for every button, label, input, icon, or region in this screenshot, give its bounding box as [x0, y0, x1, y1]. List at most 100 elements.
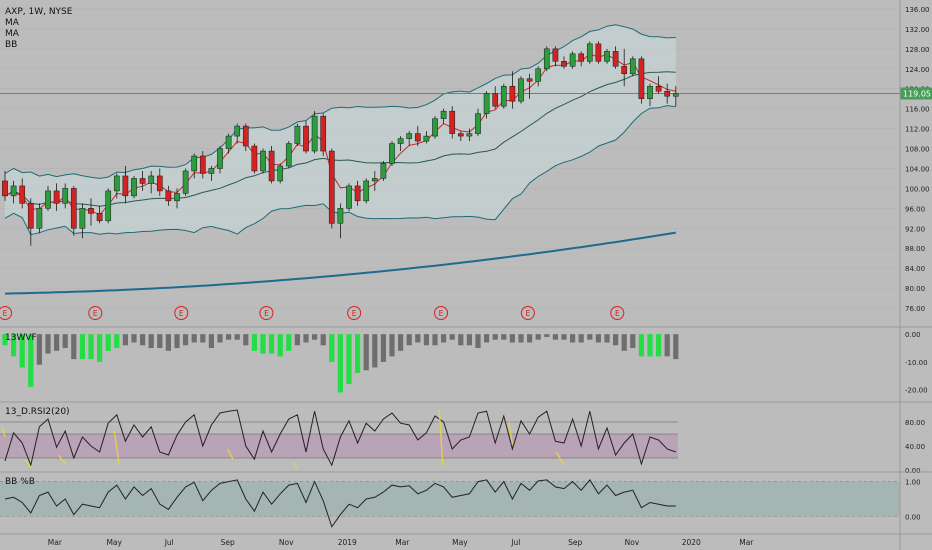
candle[interactable] [647, 83, 653, 107]
indicator-ma-label[interactable]: MA [5, 18, 20, 28]
candle[interactable] [225, 133, 232, 154]
candle[interactable] [242, 123, 249, 152]
indicator-ma-label[interactable]: MA [5, 29, 20, 39]
candle[interactable] [234, 123, 241, 144]
earnings-marker[interactable]: E [610, 306, 625, 320]
candle[interactable] [621, 48, 628, 87]
earnings-marker[interactable]: E [88, 306, 103, 320]
rsi-label[interactable]: 13_D.RSI2(20) [5, 407, 70, 417]
candle[interactable] [311, 111, 318, 154]
earnings-marker[interactable]: E [259, 306, 274, 320]
candle[interactable] [19, 178, 26, 209]
candle[interactable] [182, 168, 189, 196]
candle[interactable] [268, 146, 275, 184]
candle[interactable] [165, 185, 172, 206]
candle[interactable] [174, 188, 180, 209]
candle[interactable] [552, 46, 559, 67]
candle[interactable] [320, 113, 327, 157]
candle[interactable] [199, 151, 206, 179]
candle[interactable] [483, 91, 490, 119]
candle[interactable] [475, 108, 481, 137]
candle[interactable] [406, 131, 413, 147]
candle[interactable] [449, 106, 456, 139]
candle[interactable] [363, 178, 370, 204]
candle[interactable] [191, 153, 198, 179]
candle[interactable] [629, 56, 636, 77]
candles[interactable] [2, 41, 679, 246]
candle[interactable] [10, 180, 17, 204]
earnings-marker[interactable]: E [174, 306, 189, 320]
candle[interactable] [595, 41, 602, 64]
candle[interactable] [36, 203, 43, 234]
candle[interactable] [260, 148, 266, 174]
candle[interactable] [113, 173, 120, 199]
candle[interactable] [414, 126, 421, 147]
bbpct-axis[interactable]: 1.00 0.00 [905, 479, 921, 522]
bbpct-label[interactable]: BB %B [5, 477, 35, 487]
candle[interactable] [62, 183, 69, 209]
candle[interactable] [156, 168, 163, 196]
candle[interactable] [578, 51, 585, 67]
candle[interactable] [518, 76, 524, 104]
earnings-marker[interactable]: E [0, 306, 12, 320]
candle[interactable] [423, 131, 430, 144]
candle[interactable] [294, 123, 301, 147]
candle[interactable] [457, 131, 464, 142]
candle[interactable] [96, 205, 103, 224]
candle[interactable] [440, 108, 447, 124]
price-axis[interactable]: 76.00 80.00 84.00 88.00 92.00 96.00 100.00 104.… [905, 6, 930, 313]
candle[interactable] [604, 48, 610, 64]
earnings-marker[interactable]: E [520, 306, 535, 320]
candle[interactable] [251, 143, 258, 174]
candle[interactable] [88, 198, 94, 226]
candle[interactable] [664, 83, 671, 104]
candle[interactable] [655, 76, 662, 94]
candle[interactable] [2, 170, 8, 201]
candle[interactable] [389, 141, 395, 166]
indicator-bb-label[interactable]: BB [5, 40, 17, 50]
candle[interactable] [466, 128, 473, 142]
wvf-axis[interactable]: 0.00 -10.00 -20.00 [905, 331, 928, 395]
candle[interactable] [105, 188, 112, 224]
candle[interactable] [346, 183, 352, 211]
candle[interactable] [139, 170, 146, 191]
candle[interactable] [492, 86, 499, 109]
candle[interactable] [543, 46, 550, 72]
candle[interactable] [500, 83, 507, 109]
candle[interactable] [45, 185, 51, 211]
candle[interactable] [432, 116, 438, 139]
candle[interactable] [672, 86, 679, 107]
candle[interactable] [380, 161, 387, 181]
candle[interactable] [569, 51, 576, 69]
candle[interactable] [303, 121, 309, 154]
candle[interactable] [328, 148, 335, 229]
candle[interactable] [337, 203, 344, 239]
candle[interactable] [122, 165, 129, 204]
candle[interactable] [638, 56, 645, 104]
rsi-axis[interactable]: 0.00 40.00 80.00 [905, 419, 925, 475]
candle[interactable] [561, 56, 567, 69]
time-axis[interactable]: Mar May Jul Sep Nov 2019 Mar May Jul Sep Nov 2020 Ma… [48, 538, 755, 547]
candle[interactable] [53, 183, 60, 211]
candle[interactable] [217, 146, 223, 174]
earnings-marker[interactable]: E [347, 306, 362, 320]
candle[interactable] [586, 41, 593, 64]
candle[interactable] [371, 170, 378, 191]
candle[interactable] [208, 165, 215, 181]
wvf-label[interactable]: 13WVF [5, 333, 37, 343]
candle[interactable] [131, 175, 137, 199]
candle[interactable] [277, 163, 284, 184]
earnings-marker[interactable]: E [434, 306, 449, 320]
candle[interactable] [354, 180, 361, 206]
candle[interactable] [148, 170, 155, 194]
candle[interactable] [535, 66, 542, 87]
candle[interactable] [612, 46, 619, 69]
candle[interactable] [27, 198, 34, 246]
candle[interactable] [509, 71, 516, 109]
candle[interactable] [526, 73, 533, 99]
candle[interactable] [79, 203, 86, 239]
candle[interactable] [285, 141, 292, 169]
candle[interactable] [70, 185, 77, 236]
candle[interactable] [397, 136, 404, 152]
